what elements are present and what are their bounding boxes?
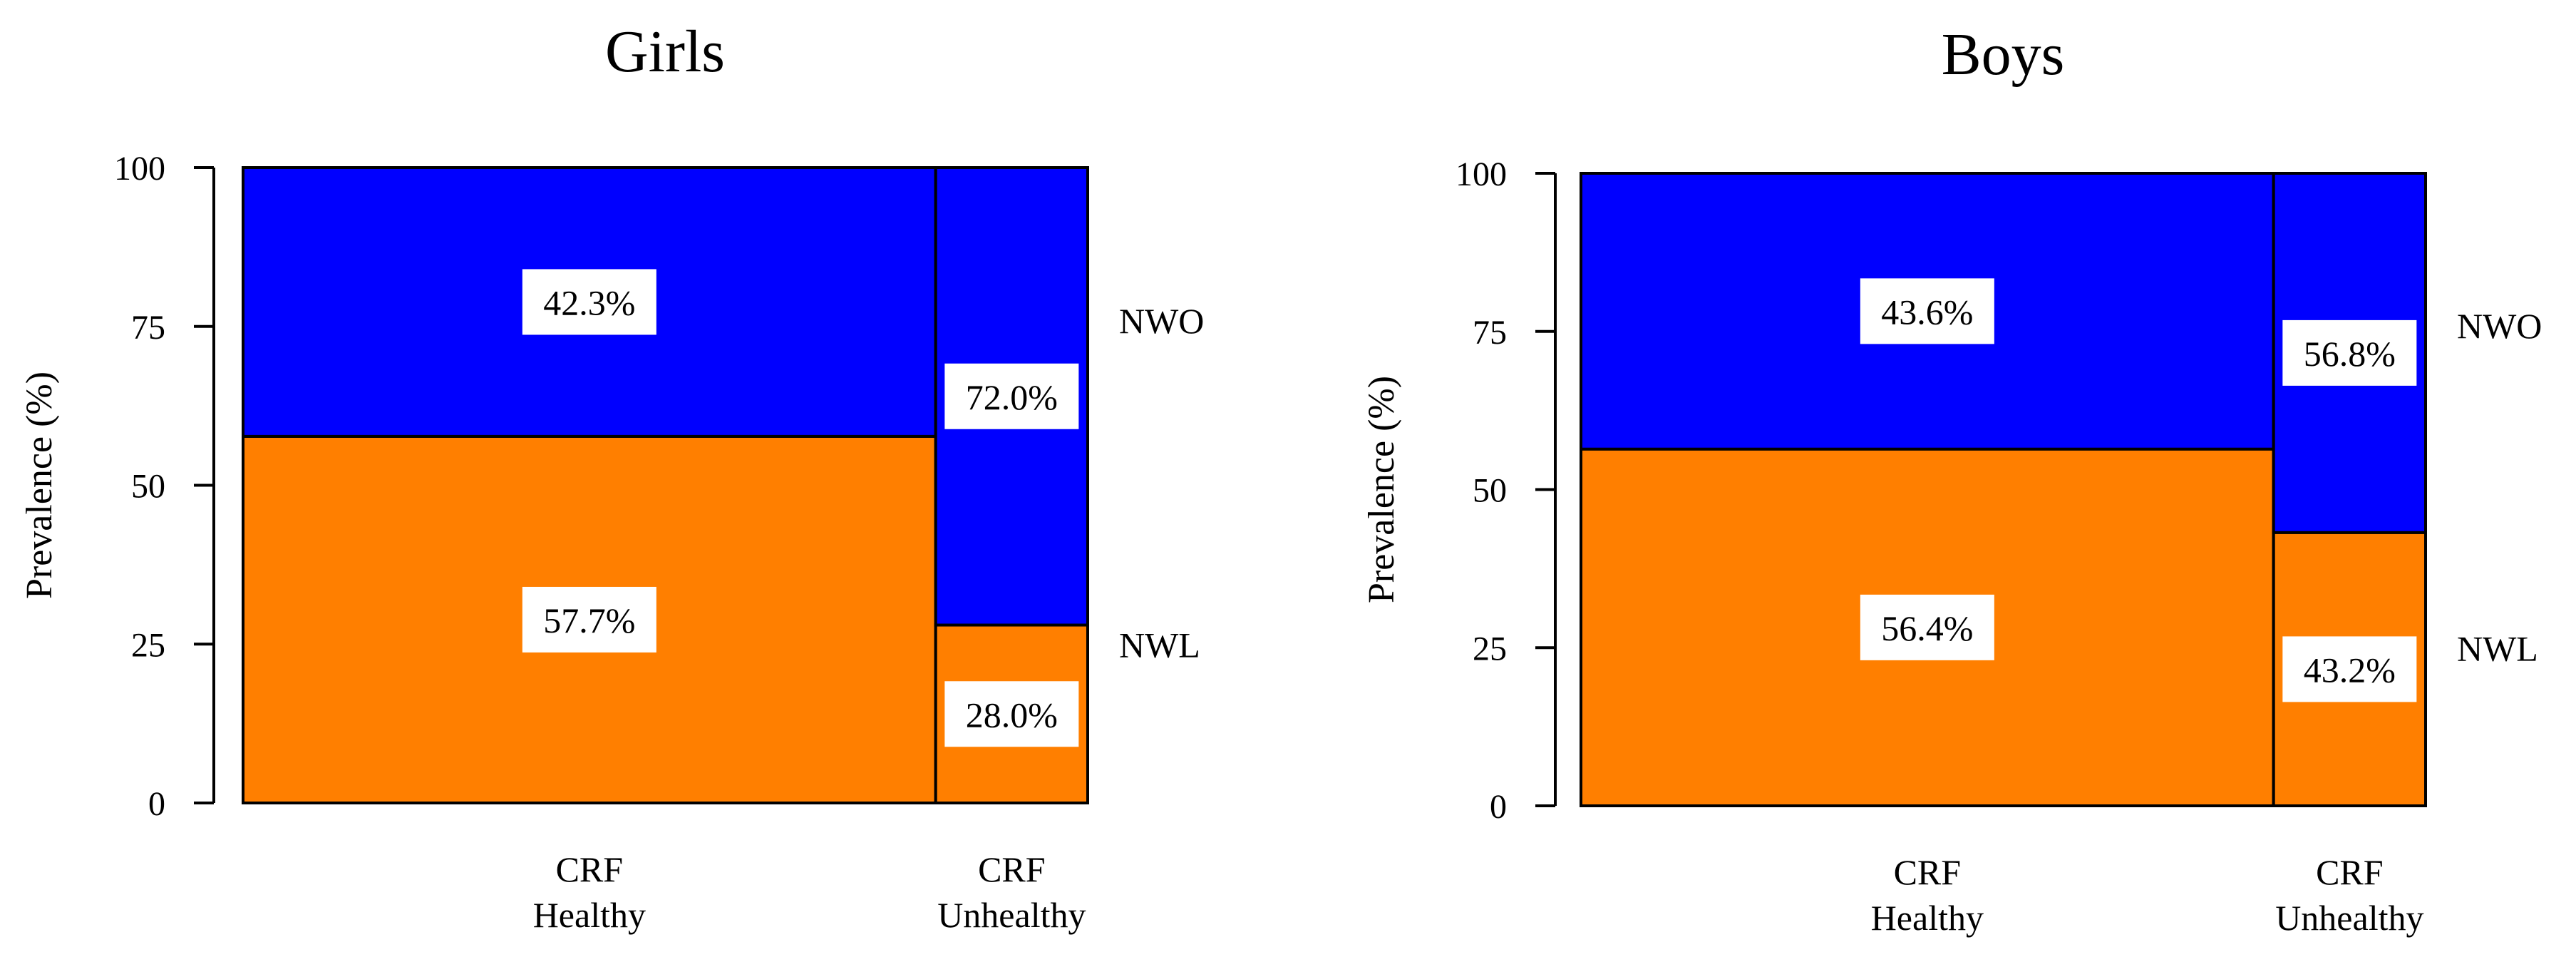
girls-chart-title: Girls [605,19,725,85]
boys-col1-nwl-data-label: 43.2% [2304,650,2396,690]
girls-series-label-nwo: NWO [1119,301,1204,341]
boys-y-tick-label-0: 0 [1490,788,1507,826]
girls-series-label-nwl: NWL [1119,625,1200,665]
boys-y-tick-label-100: 100 [1456,155,1507,193]
girls-col1-nwl-data-label: 28.0% [966,695,1058,735]
boys-col1-nwl-label-box [2282,636,2417,702]
girls-y-tick-label-25: 25 [131,626,165,664]
girls-x-category-label-0-line1: Healthy [533,895,646,935]
boys-col1-nwo-label-box [2282,319,2417,386]
boys-x-category-label-0-line1: Healthy [1871,898,1984,938]
boys-y-tick-label-25: 25 [1473,630,1507,667]
boys-y-tick-label-50: 50 [1473,472,1507,510]
girls-y-tick-label-75: 75 [131,309,165,347]
boys-chart-title: Boys [1942,21,2065,88]
boys-col0-nwl-label-box [1860,594,1994,660]
girls-x-category-label-1-line0: CRF [978,849,1046,889]
girls-col1-nwl-label-box [944,681,1079,747]
girls-col0-nwo-label-box [522,269,656,335]
girls-y-tick-label-0: 0 [148,785,165,823]
boys-col0-nwo-label-box [1860,278,1994,344]
girls-col1-nwo-data-label: 72.0% [966,377,1058,417]
boys-y-axis-label: Prevalence (%) [1361,376,1402,603]
girls-x-category-label-1-line1: Unhealthy [937,895,1086,935]
girls-y-tick-label-50: 50 [131,468,165,506]
boys-col1-nwo-data-label: 56.8% [2304,334,2396,374]
girls-col1-nwo-label-box [944,363,1079,429]
boys-col0-nwo-data-label: 43.6% [1881,292,1973,332]
boys-x-category-label-0-line0: CRF [1894,852,1962,892]
boys-x-category-label-1-line1: Unhealthy [2275,898,2423,938]
girls-y-tick-label-100: 100 [114,150,165,188]
girls-y-axis-label: Prevalence (%) [19,372,60,599]
girls-col0-nwl-data-label: 57.7% [543,600,635,640]
girls-col0-nwo-data-label: 42.3% [543,282,635,322]
boys-y-tick-label-75: 75 [1473,314,1507,352]
boys-x-category-label-1-line0: CRF [2316,852,2384,892]
girls-col0-nwl-label-box [522,586,656,652]
boys-series-label-nwl: NWL [2457,628,2538,668]
girls-x-category-label-0-line0: CRF [556,849,624,889]
boys-series-label-nwo: NWO [2457,306,2542,346]
boys-col0-nwl-data-label: 56.4% [1881,608,1973,648]
